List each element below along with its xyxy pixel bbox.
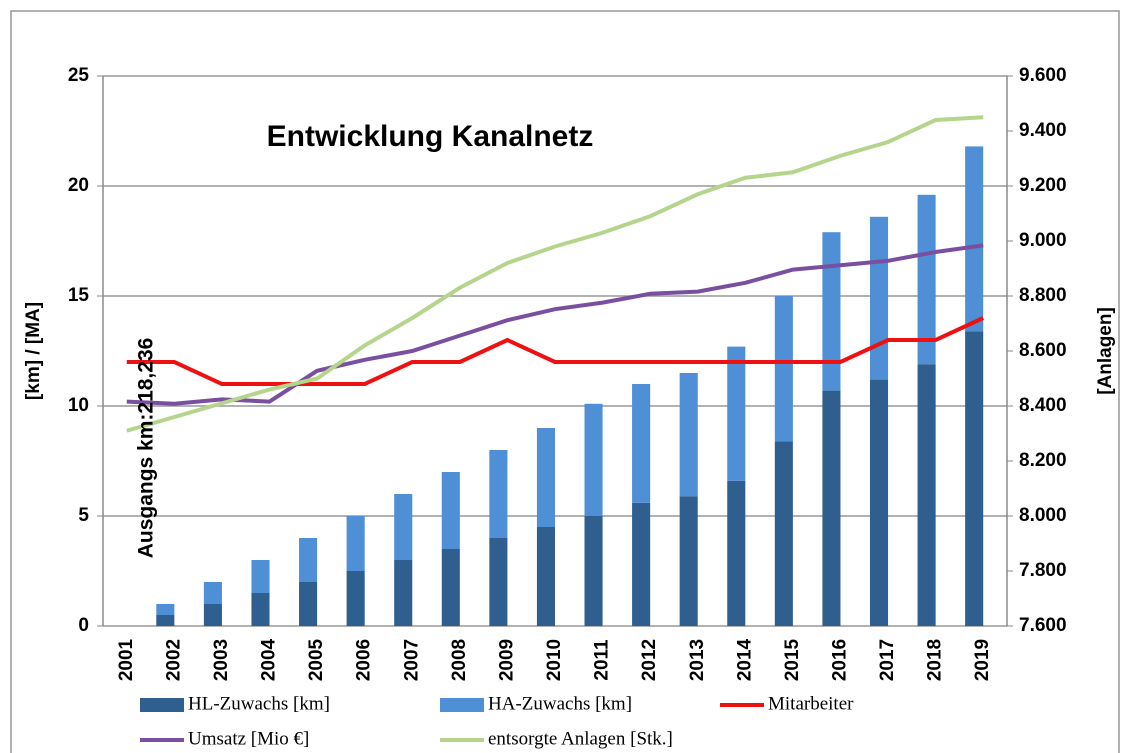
bar [489,450,508,538]
bar [156,615,175,626]
bar [536,527,555,626]
bar [727,346,746,481]
y-tick-label: 25 [68,65,90,86]
y2-tick-label: 9.400 [1019,120,1067,141]
line [126,115,984,433]
y2-tick-label: 9.200 [1019,175,1067,196]
line [126,243,984,406]
bar [917,364,936,626]
bar [299,582,318,626]
x-tick-label: 2011 [592,639,613,681]
bar [251,593,270,626]
x-tick-label: 2015 [782,638,803,681]
bar [584,516,603,626]
bar [394,560,413,626]
x-tick-label: 2012 [639,639,660,681]
bar [822,390,841,626]
bar [203,582,222,604]
bar [632,502,651,626]
annotation: Ausgangs km:218,236 [135,338,158,559]
y2-tick-label: 8.000 [1019,505,1067,526]
bar [679,373,698,497]
bar [917,194,936,365]
bar [441,472,460,549]
x-tick-label: 2019 [972,639,993,681]
x-tick-label: 2017 [877,639,898,681]
y2-tick-label: 8.400 [1019,395,1067,416]
chart-frame [10,10,1120,753]
y2-tick-label: 8.200 [1019,450,1067,471]
bar [441,549,460,626]
bar [584,403,603,516]
bar [536,428,555,527]
y2-tick-label: 7.600 [1019,615,1067,636]
bar [774,296,793,442]
x-tick-label: 2009 [496,639,517,681]
x-tick-label: 2014 [734,638,755,681]
y-tick-label: 0 [78,615,89,636]
x-tick-label: 2001 [116,638,137,681]
y-tick-label: 20 [68,175,89,196]
x-tick-label: 2003 [211,639,232,681]
y2-tick-label: 9.600 [1019,65,1067,86]
bar [727,480,746,626]
legend-swatch [140,698,184,712]
x-tick-label: 2005 [306,638,327,681]
x-tick-label: 2010 [544,639,565,681]
bar [679,496,698,626]
x-tick-label: 2018 [925,639,946,681]
y2-tick-label: 8.800 [1019,285,1067,306]
legend-label: HL-Zuwachs [km] [188,693,330,714]
bar [346,516,365,571]
y2-tick-label: 9.000 [1019,230,1067,251]
x-tick-label: 2008 [449,639,470,681]
bar [346,571,365,626]
x-tick-label: 2002 [163,639,184,681]
chart-title: Entwicklung Kanalnetz [267,120,594,153]
bar [156,604,175,615]
bar [869,379,889,626]
legend-swatch [440,698,484,712]
bar [632,384,651,503]
x-tick-label: 2016 [829,639,850,681]
line [126,316,985,386]
x-tick-label: 2004 [259,638,280,681]
legend-label: HA-Zuwachs [km] [488,693,632,714]
legend-label: Mitarbeiter [768,693,854,714]
bar [394,494,413,560]
y-axis-label: [km] / [MA] [23,302,44,400]
bar [489,538,508,626]
bar [965,146,984,332]
y2-tick-label: 7.800 [1019,560,1067,581]
x-tick-label: 2007 [401,639,422,681]
y-tick-label: 5 [78,505,89,526]
bar [965,331,984,626]
bar [869,216,889,380]
bar [774,441,793,626]
bar [251,560,270,593]
y2-axis-label: [Anlagen] [1095,307,1116,395]
bar [299,538,318,582]
legend-label: entsorgte Anlagen [Stk.] [488,728,673,749]
legend-label: Umsatz [Mio €] [188,728,309,749]
x-tick-label: 2013 [687,639,708,681]
y2-tick-label: 8.600 [1019,340,1067,361]
y-tick-label: 10 [68,395,89,416]
bar [822,232,841,391]
x-tick-label: 2006 [354,639,375,681]
bar [203,604,222,626]
y-tick-label: 15 [68,285,90,306]
